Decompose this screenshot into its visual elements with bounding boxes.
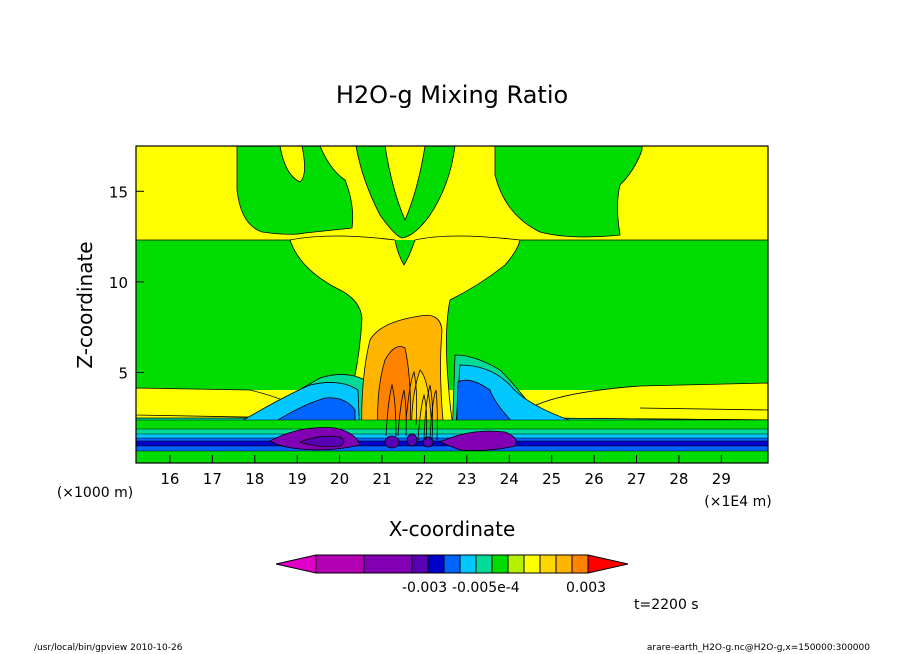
- colorbar-label-1: -0.003: [402, 580, 447, 596]
- contour-green-upper-right: [494, 146, 643, 238]
- contour-orange-core: [377, 346, 411, 431]
- colorbar-swatch: [507, 554, 525, 574]
- contour-yellow-notch: [279, 146, 305, 183]
- band-blue-bottom: [136, 446, 768, 451]
- colorbar-under-triangle: [275, 554, 317, 574]
- footer-left: /usr/local/bin/gpview 2010-10-26: [34, 643, 183, 653]
- colorbar-swatch: [363, 554, 413, 574]
- chart-title: H2O-g Mixing Ratio: [336, 81, 568, 109]
- band-teal-low: [136, 429, 768, 434]
- x-tick-label: 23: [457, 470, 476, 488]
- colorbar-label-3: 0.003: [566, 580, 606, 596]
- colorbar-swatch: [411, 554, 429, 574]
- colorbar-swatch: [571, 554, 589, 574]
- y-tick-label: 10: [109, 274, 128, 292]
- contour-violet-cell-3: [422, 436, 434, 448]
- contour-lines-core: [385, 370, 438, 441]
- x-tick-label: 24: [500, 470, 519, 488]
- colorbar-swatch: [315, 554, 365, 574]
- x-tick-label: 21: [372, 470, 391, 488]
- colorbar-swatch: [539, 554, 557, 574]
- x-axis-unit: (×1E4 m): [704, 494, 771, 510]
- x-tick-label: 20: [330, 470, 349, 488]
- colorbar-swatch: [427, 554, 445, 574]
- band-green-bottom: [136, 451, 768, 463]
- x-tick-label: 28: [669, 470, 688, 488]
- y-axis-label: Z-coordinate: [73, 241, 97, 368]
- x-tick-label: 22: [415, 470, 434, 488]
- contour-green-upper-left: [236, 146, 354, 235]
- colorbar-over-triangle: [587, 554, 629, 574]
- x-tick-label: 26: [585, 470, 604, 488]
- y-axis-unit: (×1000 m): [57, 485, 133, 501]
- y-axis-ticks: 5 10 15: [109, 183, 144, 382]
- contour-violet-left: [298, 435, 345, 447]
- x-tick-label: 17: [203, 470, 222, 488]
- band-cyan-low: [136, 434, 768, 438]
- colorbar-swatch: [523, 554, 541, 574]
- y-tick-label: 5: [118, 364, 128, 382]
- x-tick-label: 16: [160, 470, 179, 488]
- colorbar-swatch: [555, 554, 573, 574]
- y-tick-label: 15: [109, 183, 128, 201]
- x-tick-label: 27: [627, 470, 646, 488]
- colorbar-swatch: [459, 554, 477, 574]
- x-axis-ticks: 16 17 18 19 20 21 22 23 24 25 26 27 28 29: [160, 455, 731, 488]
- contour-violet-cell-2: [406, 433, 418, 447]
- colorbar-label-2: -0.005e-4: [452, 580, 520, 596]
- contour-violet-cell-1: [384, 435, 400, 449]
- x-axis-label: X-coordinate: [389, 517, 516, 541]
- contour-yellow-upper-center: [384, 146, 426, 222]
- colorbar-swatch: [443, 554, 461, 574]
- colorbar-swatch: [475, 554, 493, 574]
- x-tick-label: 18: [245, 470, 264, 488]
- plot-area: [136, 146, 768, 463]
- x-tick-label: 25: [542, 470, 561, 488]
- contour-purple-right: [438, 430, 517, 451]
- x-tick-label: 19: [288, 470, 307, 488]
- footer-right: arare-earth_H2O-g.nc@H2O-g,x=150000:3000…: [647, 643, 870, 653]
- colorbar: [275, 554, 629, 574]
- band-green-low: [136, 420, 768, 429]
- colorbar-swatch: [491, 554, 509, 574]
- time-label: t=2200 s: [634, 597, 699, 613]
- x-tick-label: 29: [712, 470, 731, 488]
- plot-frame: [135, 145, 769, 464]
